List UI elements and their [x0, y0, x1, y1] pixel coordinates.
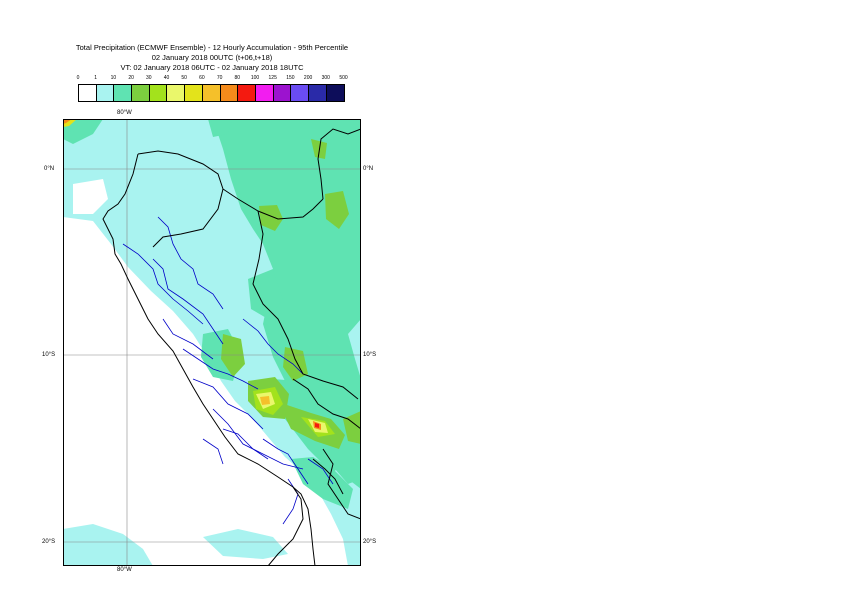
- legend-swatch: [308, 85, 327, 101]
- legend-label: 70: [216, 75, 223, 81]
- legend-swatch: [167, 85, 186, 101]
- legend-swatch: [79, 85, 97, 101]
- graticule: [63, 119, 361, 566]
- lat-label-20s-right: 20°S: [363, 539, 377, 545]
- lat-label-10s-right: 10°S: [363, 352, 377, 358]
- precipitation-shading: [63, 119, 361, 566]
- legend-swatch: [238, 85, 256, 101]
- legend-label: 300: [321, 75, 330, 81]
- valid-time: VT: 02 January 2018 06UTC - 02 January 2…: [120, 63, 304, 72]
- legend-label: 20: [128, 75, 134, 81]
- legend-label: 50: [181, 75, 187, 81]
- legend-swatch: [326, 85, 345, 101]
- legend-label: 10: [110, 75, 117, 81]
- legend-label: 125: [268, 75, 277, 81]
- legend-swatch: [255, 85, 274, 101]
- country-borders: [102, 128, 361, 566]
- run-time: 02 January 2018 00UTC (t+06,t+18): [151, 53, 273, 62]
- lat-label-0n-right: 0°N: [363, 166, 374, 172]
- legend-swatch: [291, 85, 309, 101]
- legend-swatch: [96, 85, 115, 101]
- lat-label-0n-left: 0°N: [44, 166, 55, 172]
- legend-label: 150: [286, 75, 295, 81]
- legend-swatch: [149, 85, 168, 101]
- legend-swatch: [220, 85, 239, 101]
- legend-label: 100: [250, 75, 260, 81]
- lat-label-20s-left: 20°S: [42, 539, 56, 545]
- color-legend: [78, 84, 346, 102]
- legend-swatch: [185, 85, 203, 101]
- precipitation-map: [63, 119, 361, 566]
- legend-label: 200: [303, 75, 313, 81]
- map-title: Total Precipitation (ECMWF Ensemble) - 1…: [75, 43, 349, 52]
- legend-label: 80: [234, 75, 241, 81]
- lat-label-10s-left: 10°S: [42, 352, 56, 358]
- bottom-lon-label: 80°W: [117, 567, 132, 573]
- legend-label: 0: [76, 75, 80, 81]
- top-lon-label: 80°W: [117, 110, 132, 116]
- legend-label: 30: [146, 75, 152, 81]
- legend-label: 40: [163, 75, 170, 81]
- legend-swatch: [202, 85, 221, 101]
- legend-swatch: [273, 85, 292, 101]
- legend-swatch: [132, 85, 150, 101]
- legend-swatch: [114, 85, 133, 101]
- legend-label: 1: [94, 75, 98, 81]
- legend-label: 60: [199, 75, 205, 81]
- legend-label: 500: [339, 75, 348, 81]
